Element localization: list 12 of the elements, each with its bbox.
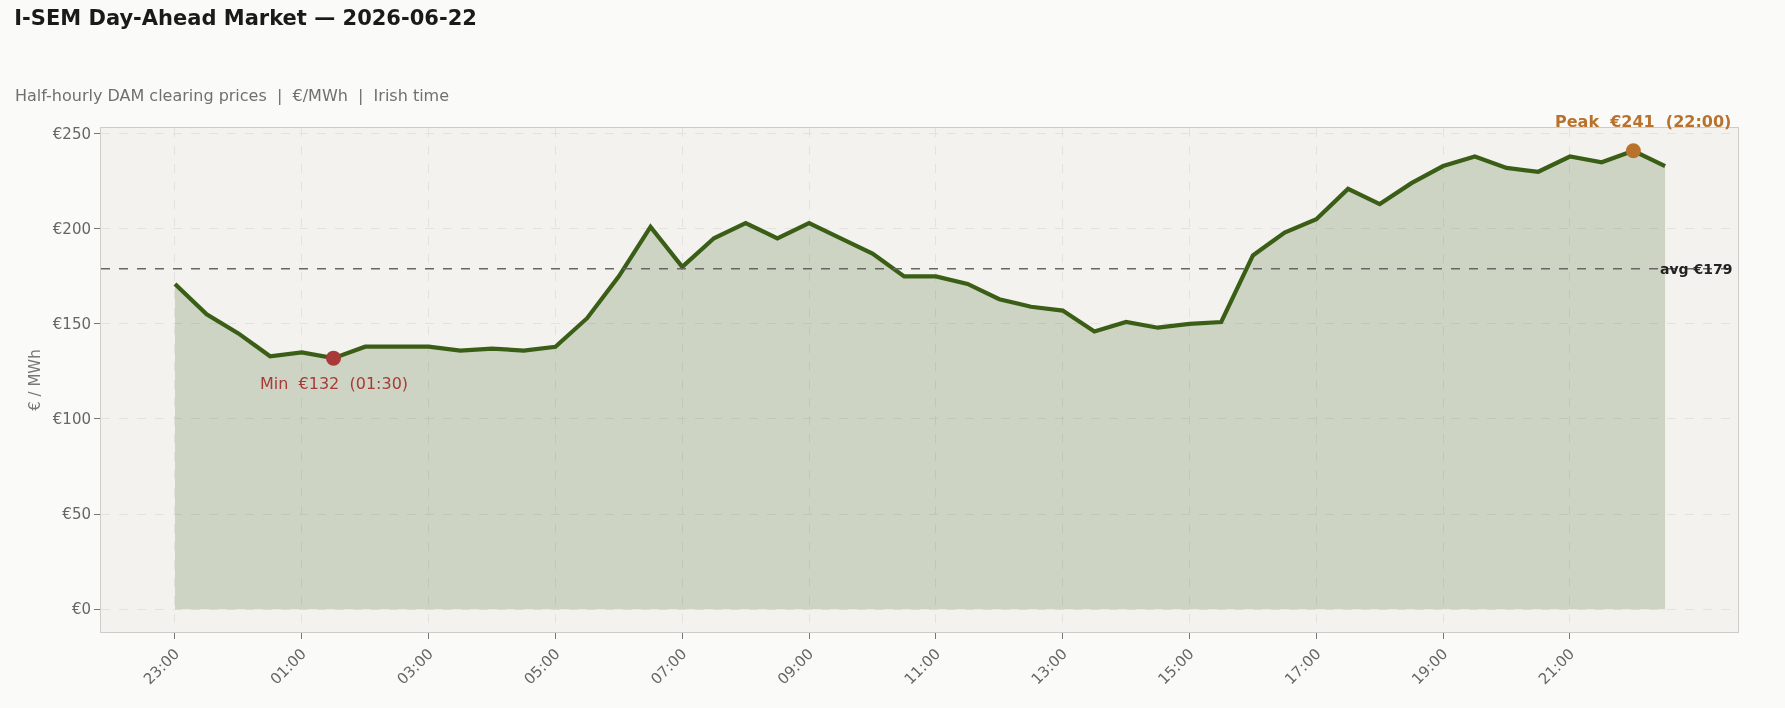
ref-line-label: avg €179 bbox=[1660, 261, 1733, 277]
annotation: Min €132 (01:30) bbox=[260, 374, 409, 393]
annotation: Peak €241 (22:00) bbox=[1555, 112, 1732, 131]
y-tick-label: €250 bbox=[52, 124, 91, 143]
y-tick-label: €150 bbox=[52, 315, 91, 334]
y-tick-label: €200 bbox=[52, 220, 91, 239]
chart-subtitle: Half-hourly DAM clearing prices | €/MWh | Irish time bbox=[15, 86, 450, 105]
chart-title: I-SEM Day-Ahead Market — 2026-06-22 bbox=[14, 6, 477, 31]
y-axis-title: € / MWh bbox=[26, 349, 45, 411]
y-tick-label: €0 bbox=[71, 600, 91, 619]
y-tick-label: €50 bbox=[62, 505, 91, 524]
y-tick-label: €100 bbox=[52, 410, 91, 429]
